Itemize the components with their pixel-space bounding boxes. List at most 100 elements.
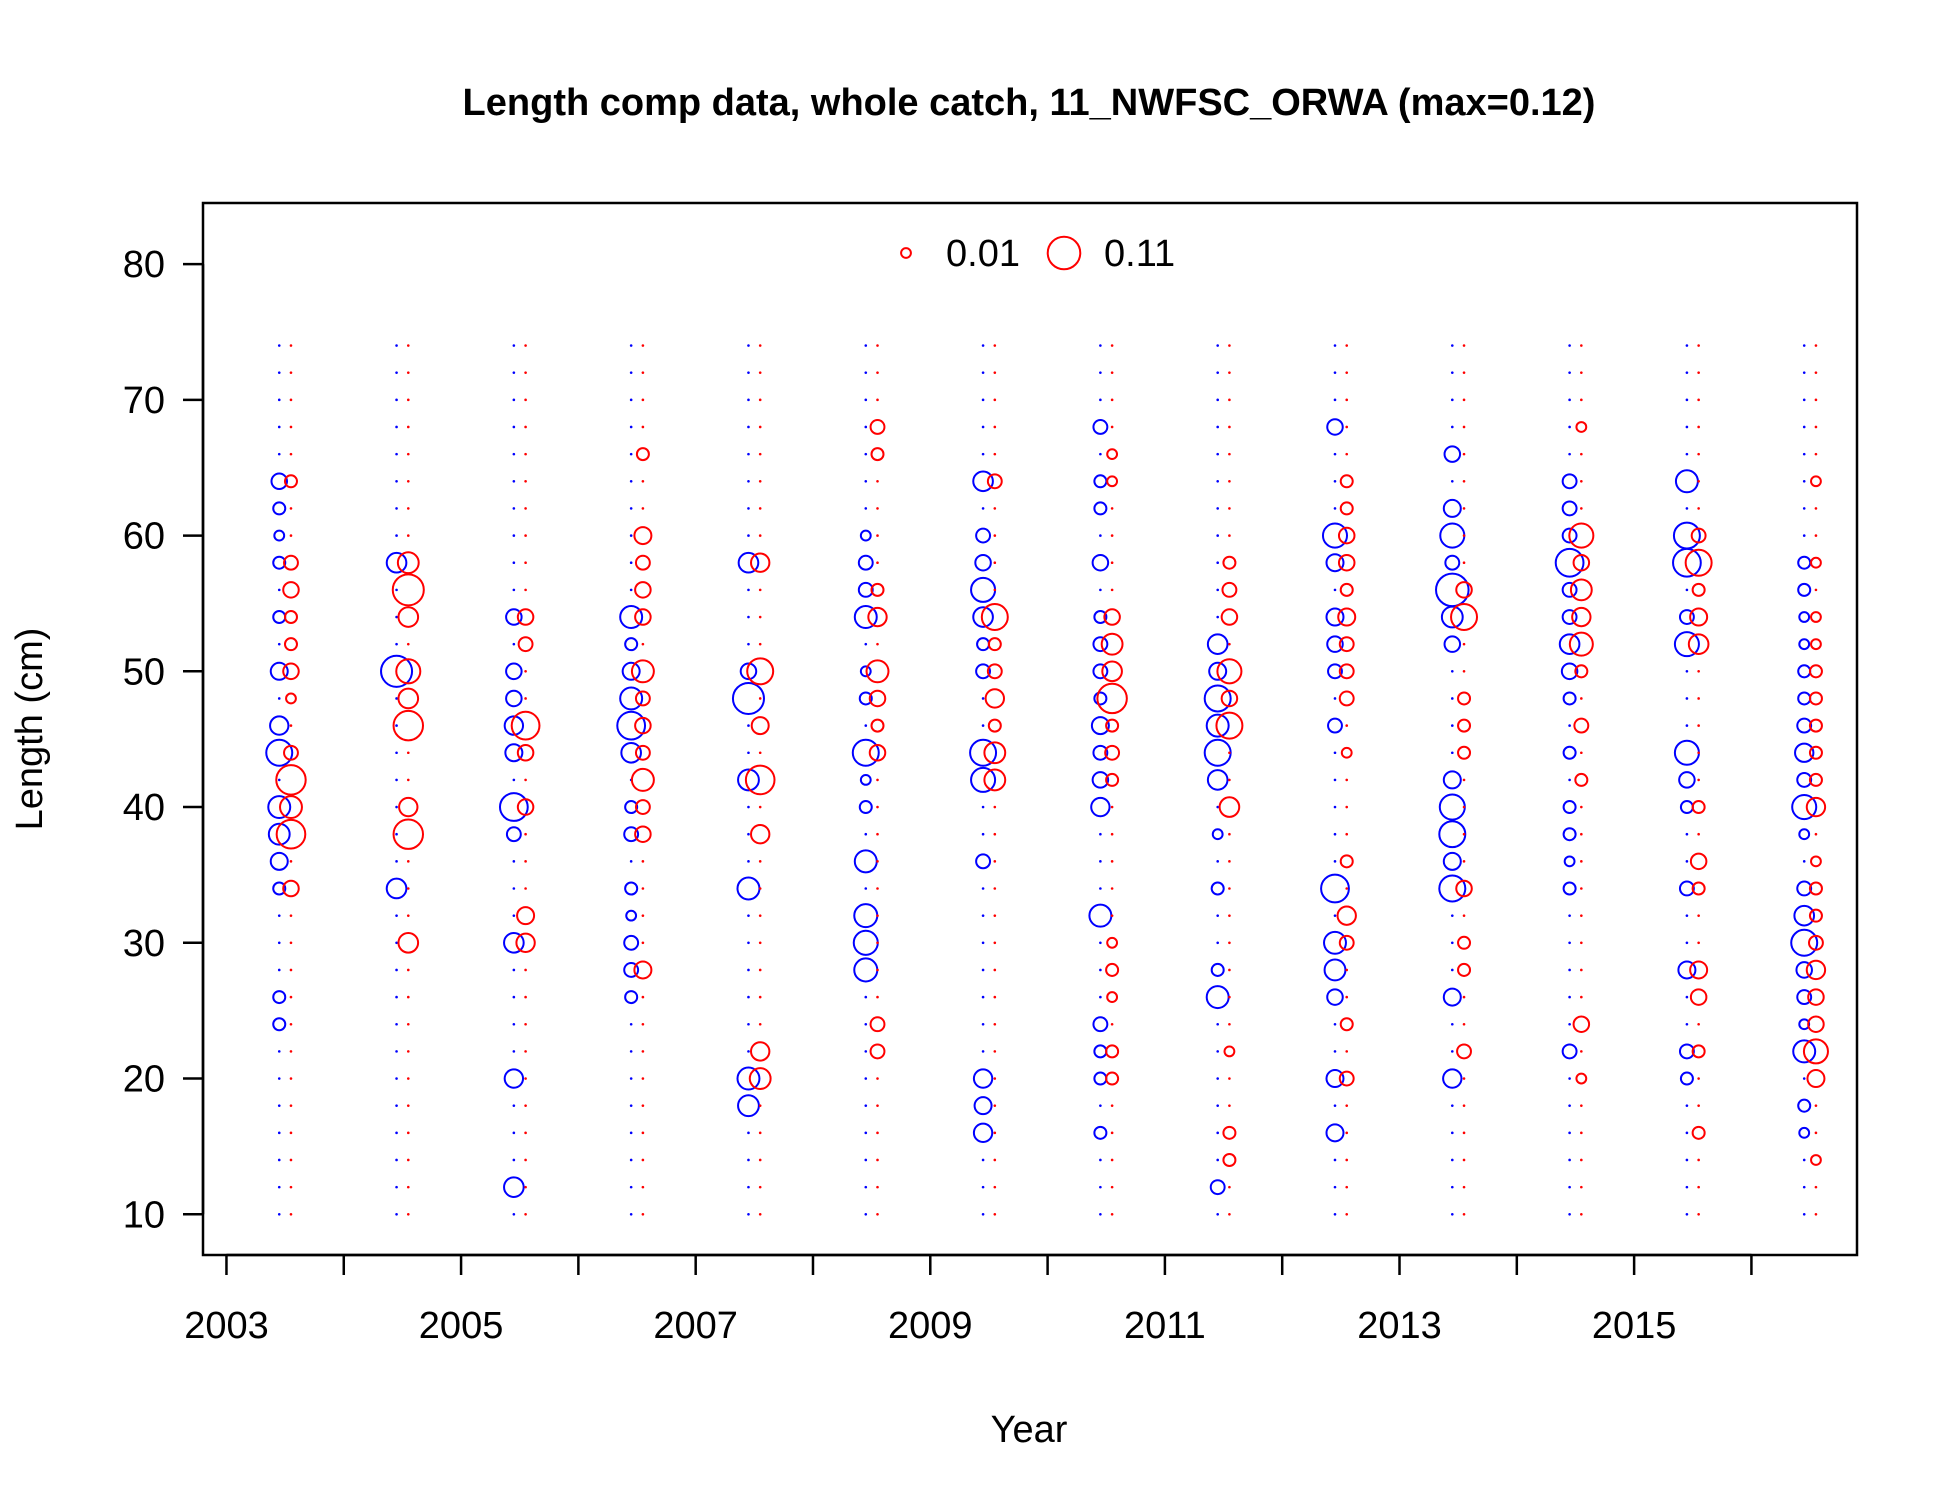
bubble-point bbox=[1796, 880, 1813, 897]
bubble-point bbox=[993, 561, 997, 565]
y-tick-label: 60 bbox=[123, 516, 165, 558]
bubble-point bbox=[1672, 521, 1701, 550]
bubble-point bbox=[512, 995, 516, 999]
bubble-point bbox=[1802, 1158, 1806, 1162]
bubble-point bbox=[1814, 371, 1818, 374]
bubble-point bbox=[1462, 344, 1466, 347]
bubble-point bbox=[1814, 534, 1818, 537]
bubble-point bbox=[876, 1131, 879, 1135]
bubble-point bbox=[1462, 642, 1466, 646]
bubble-point bbox=[1216, 425, 1219, 429]
bubble-point bbox=[272, 1017, 287, 1032]
bubble-point bbox=[1100, 632, 1124, 656]
bubble-point bbox=[512, 778, 516, 782]
bubble-point bbox=[736, 876, 761, 901]
bubble-point bbox=[864, 1158, 868, 1162]
bubble-point bbox=[1568, 968, 1571, 972]
bubble-point bbox=[289, 941, 293, 945]
bubble-point bbox=[1580, 995, 1583, 999]
bubble-point bbox=[970, 766, 997, 793]
bubble-point bbox=[1228, 914, 1231, 917]
bubble-point bbox=[869, 1043, 886, 1060]
x-tick-label: 2015 bbox=[1592, 1305, 1677, 1347]
bubble-point bbox=[406, 479, 410, 483]
bubble-point bbox=[747, 534, 750, 537]
bubble-point bbox=[524, 832, 527, 836]
bubble-point bbox=[1093, 501, 1108, 516]
bubble-point bbox=[1802, 452, 1806, 456]
bubble-point bbox=[641, 887, 645, 890]
bubble-point bbox=[273, 529, 286, 542]
bubble-point bbox=[1443, 445, 1462, 463]
x-tick-label: 2005 bbox=[419, 1305, 504, 1347]
bubble-point bbox=[981, 887, 985, 890]
bubble-point bbox=[629, 1104, 633, 1107]
bubble-point bbox=[395, 832, 398, 836]
bubble-point bbox=[289, 398, 293, 402]
bubble-point bbox=[1562, 800, 1577, 815]
bubble-point bbox=[1814, 398, 1818, 402]
bubble-point bbox=[1814, 1185, 1818, 1189]
bubble-point bbox=[981, 914, 985, 917]
bubble-point bbox=[758, 697, 762, 700]
bubble-point bbox=[758, 995, 762, 999]
bubble-point bbox=[981, 425, 985, 429]
bubble-point bbox=[512, 588, 516, 592]
bubble-point bbox=[1580, 371, 1583, 374]
bubble-point bbox=[524, 425, 527, 429]
bubble-point bbox=[1090, 716, 1110, 736]
bubble-point bbox=[289, 1185, 293, 1189]
bubble-point bbox=[1691, 881, 1706, 896]
bubble-point bbox=[1462, 995, 1466, 999]
bubble-point bbox=[1110, 398, 1114, 402]
bubble-point bbox=[1333, 805, 1337, 809]
bubble-point bbox=[1691, 800, 1706, 815]
bubble-point bbox=[1802, 398, 1806, 402]
bubble-point bbox=[993, 1022, 997, 1026]
bubble-point bbox=[981, 507, 985, 510]
bubble-point bbox=[1802, 1077, 1806, 1080]
bubble-point bbox=[1685, 697, 1689, 700]
bubble-point bbox=[1462, 914, 1466, 917]
bubble-point bbox=[1450, 479, 1454, 483]
bubble-point bbox=[1450, 670, 1454, 673]
bubble-point bbox=[864, 1212, 868, 1216]
bubble-point bbox=[1222, 1125, 1237, 1140]
bubble-point bbox=[747, 968, 750, 972]
bubble-point bbox=[1697, 1158, 1700, 1162]
bubble-point bbox=[1568, 941, 1571, 945]
bubble-point bbox=[973, 1096, 993, 1116]
bubble-point bbox=[629, 1185, 633, 1189]
bubble-point bbox=[1568, 914, 1571, 917]
bubble-point bbox=[512, 887, 516, 890]
bubble-point bbox=[1697, 479, 1700, 483]
legend-label: 0.11 bbox=[1104, 233, 1175, 275]
bubble-point bbox=[398, 796, 419, 818]
bubble-point bbox=[1685, 1158, 1689, 1162]
bubble-point bbox=[1572, 1015, 1591, 1033]
bubble-point bbox=[277, 344, 281, 347]
bubble-point bbox=[503, 1068, 525, 1089]
bubble-point bbox=[1457, 962, 1472, 977]
bubble-point bbox=[516, 906, 536, 926]
bubble-point bbox=[629, 1050, 633, 1053]
bubble-point bbox=[1810, 638, 1822, 651]
bubble-point bbox=[629, 507, 633, 510]
bubble-point bbox=[392, 709, 425, 742]
bubble-point bbox=[1462, 1158, 1466, 1162]
bubble-point bbox=[1110, 887, 1114, 890]
bubble-point bbox=[1228, 778, 1231, 782]
bubble-point bbox=[1216, 534, 1219, 537]
bubble-point bbox=[285, 692, 297, 705]
bubble-point bbox=[1814, 507, 1818, 510]
bubble-point bbox=[1795, 961, 1813, 979]
bubble-point bbox=[858, 691, 873, 706]
bubble-point bbox=[1462, 670, 1466, 673]
bubble-point bbox=[395, 697, 398, 700]
bubble-point bbox=[1220, 608, 1239, 626]
bubble-point bbox=[524, 1104, 527, 1107]
bubble-point bbox=[986, 663, 1003, 680]
bubble-point bbox=[395, 658, 422, 685]
bubble-point bbox=[1088, 903, 1113, 928]
bubble-point bbox=[1222, 1152, 1237, 1167]
